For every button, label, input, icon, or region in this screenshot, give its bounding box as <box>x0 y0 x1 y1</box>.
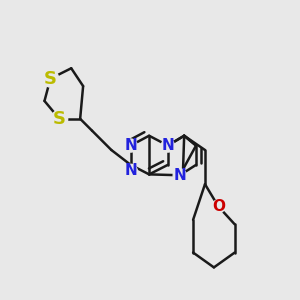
Circle shape <box>124 164 137 177</box>
Circle shape <box>212 200 225 213</box>
Text: S: S <box>44 70 57 88</box>
Circle shape <box>42 70 59 87</box>
Text: N: N <box>173 168 186 183</box>
Circle shape <box>173 169 186 182</box>
Text: N: N <box>161 138 174 153</box>
Text: N: N <box>124 138 137 153</box>
Text: S: S <box>53 110 66 128</box>
Text: O: O <box>212 199 225 214</box>
Circle shape <box>51 110 68 127</box>
Circle shape <box>161 139 174 152</box>
Circle shape <box>124 139 137 152</box>
Text: N: N <box>124 163 137 178</box>
